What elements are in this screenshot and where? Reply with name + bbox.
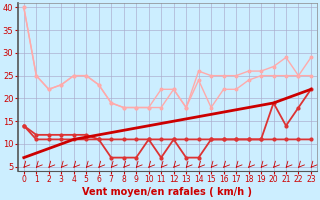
- X-axis label: Vent moyen/en rafales ( km/h ): Vent moyen/en rafales ( km/h ): [82, 187, 252, 197]
